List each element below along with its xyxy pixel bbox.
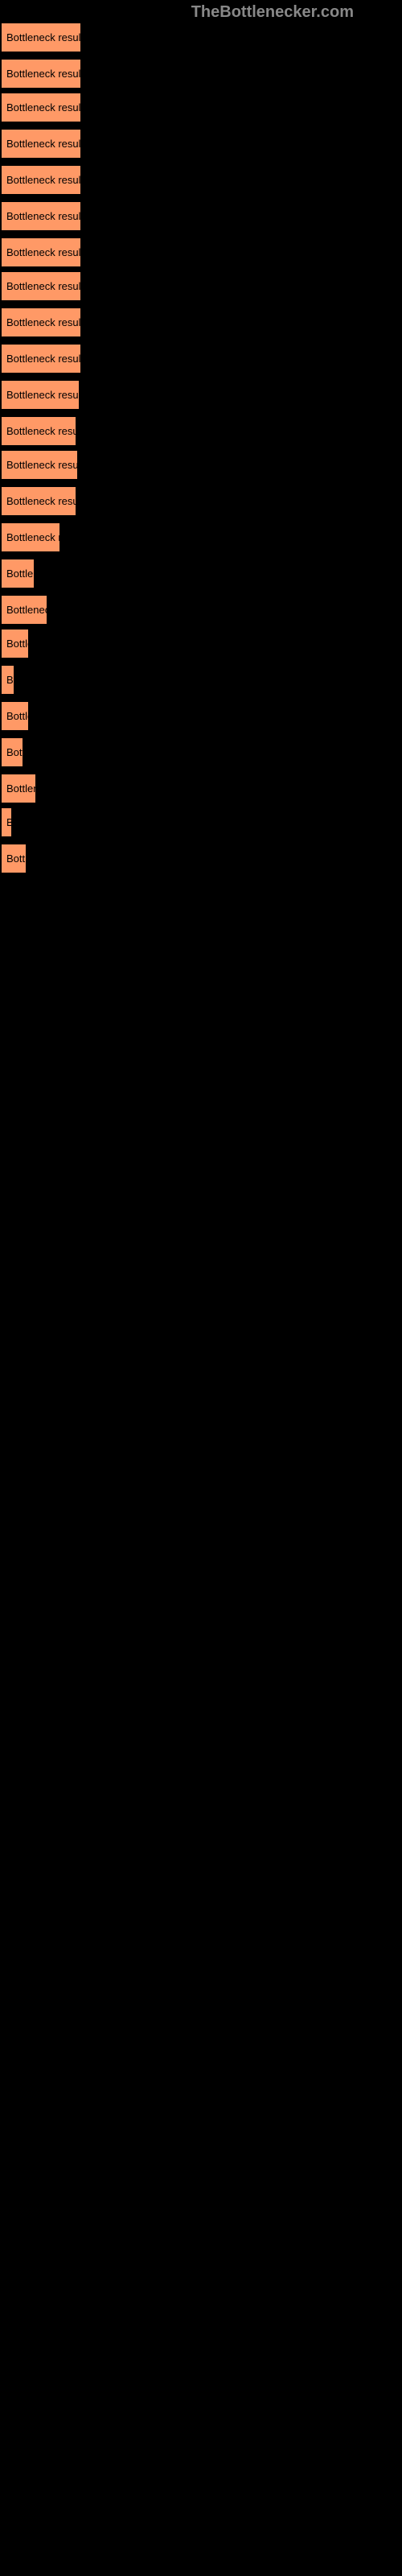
- bottleneck-result-button[interactable]: Bottleneck result: [2, 808, 11, 836]
- bottleneck-result-button[interactable]: Bottleneck result: [2, 630, 28, 658]
- site-header: TheBottlenecker.com: [191, 3, 354, 22]
- result-button-container-21: Bottleneck result: [2, 774, 35, 807]
- bottleneck-result-button[interactable]: Bottleneck result: [2, 60, 80, 88]
- result-button-container-1: Bottleneck result: [2, 60, 80, 92]
- result-button-container-12: Bottleneck result: [2, 451, 77, 483]
- result-button-container-3: Bottleneck result: [2, 130, 80, 162]
- bottleneck-result-button[interactable]: Bottleneck result: [2, 93, 80, 122]
- bottleneck-result-button[interactable]: Bottleneck result: [2, 702, 28, 730]
- bottleneck-result-button[interactable]: Bottleneck result: [2, 272, 80, 300]
- result-button-container-15: Bottleneck result: [2, 559, 34, 592]
- bottleneck-result-button[interactable]: Bottleneck result: [2, 451, 77, 479]
- result-button-container-20: Bottleneck result: [2, 738, 23, 770]
- result-button-container-9: Bottleneck result: [2, 345, 80, 377]
- bottleneck-result-button[interactable]: Bottleneck result: [2, 666, 14, 694]
- result-button-container-11: Bottleneck result: [2, 417, 76, 449]
- result-button-container-14: Bottleneck result: [2, 523, 59, 555]
- result-button-container-19: Bottleneck result: [2, 702, 28, 734]
- bottleneck-result-button[interactable]: Bottleneck result: [2, 202, 80, 230]
- bottleneck-result-button[interactable]: Bottleneck result: [2, 487, 76, 515]
- result-button-container-4: Bottleneck result: [2, 166, 80, 198]
- bottleneck-result-button[interactable]: Bottleneck result: [2, 381, 79, 409]
- result-button-container-7: Bottleneck result: [2, 272, 80, 304]
- result-button-container-5: Bottleneck result: [2, 202, 80, 234]
- result-button-container-2: Bottleneck result: [2, 93, 80, 126]
- bottleneck-result-button[interactable]: Bottleneck result: [2, 130, 80, 158]
- bottleneck-result-button[interactable]: Bottleneck result: [2, 596, 47, 624]
- bottleneck-result-button[interactable]: Bottleneck result: [2, 345, 80, 373]
- bottleneck-result-button[interactable]: Bottleneck result: [2, 166, 80, 194]
- result-button-container-17: Bottleneck result: [2, 630, 28, 662]
- result-button-container-22: Bottleneck result: [2, 808, 11, 840]
- result-button-container-6: Bottleneck result: [2, 238, 80, 270]
- bottleneck-result-button[interactable]: Bottleneck result: [2, 523, 59, 551]
- result-button-container-13: Bottleneck result: [2, 487, 76, 519]
- bottleneck-result-button[interactable]: Bottleneck result: [2, 774, 35, 803]
- bottleneck-result-button[interactable]: Bottleneck result: [2, 559, 34, 588]
- bottleneck-result-button[interactable]: Bottleneck result: [2, 238, 80, 266]
- result-button-container-23: Bottleneck result: [2, 844, 26, 877]
- bottleneck-result-button[interactable]: Bottleneck result: [2, 417, 76, 445]
- bottleneck-result-button[interactable]: Bottleneck result: [2, 738, 23, 766]
- result-button-container-10: Bottleneck result: [2, 381, 79, 413]
- bottleneck-result-button[interactable]: Bottleneck result: [2, 844, 26, 873]
- result-button-container-8: Bottleneck result: [2, 308, 80, 341]
- bottleneck-result-button[interactable]: Bottleneck result: [2, 308, 80, 336]
- bottleneck-result-button[interactable]: Bottleneck result: [2, 23, 80, 52]
- result-button-container-18: Bottleneck result: [2, 666, 14, 698]
- result-button-container-0: Bottleneck result: [2, 23, 80, 56]
- result-button-container-16: Bottleneck result: [2, 596, 47, 628]
